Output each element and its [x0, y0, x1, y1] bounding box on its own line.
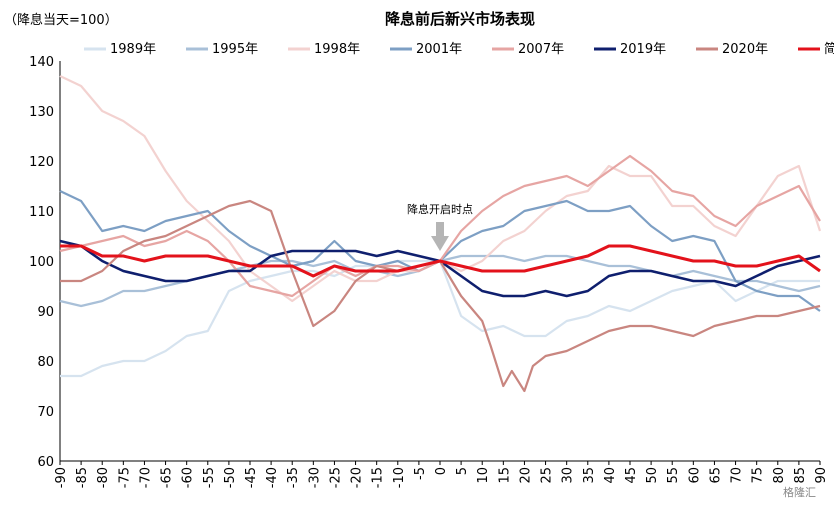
y-axis: 60 70 80 90 100 110 120 130 140: [29, 55, 61, 470]
y-tick-label: 90: [37, 305, 54, 320]
x-tick-label: 65: [708, 467, 723, 484]
unit-label: （降息当天=100）: [4, 12, 118, 28]
x-tick-label: 60: [687, 467, 702, 484]
annotation-text: 降息开启时点: [407, 202, 473, 216]
series-line: [59, 75, 822, 303]
x-tick-label: 5: [455, 467, 470, 475]
x-tick-label: -70: [138, 467, 153, 488]
legend: 1989年 1995年 1998年 2001年 2007年 2019年 2020年 简单平均: [84, 41, 834, 57]
x-tick-label: -15: [371, 467, 386, 488]
x-tick-label: -10: [392, 467, 407, 488]
legend-label: 1989年: [110, 42, 156, 57]
y-tick-label: 70: [37, 405, 54, 420]
x-tick-label: -90: [54, 467, 69, 488]
series-line: [60, 199, 821, 393]
y-tick-label: 80: [37, 355, 54, 370]
y-tick-label: 130: [29, 105, 54, 120]
legend-label: 2007年: [518, 42, 564, 57]
legend-label: 1998年: [314, 42, 360, 57]
chart-title: 降息前后新兴市场表现: [385, 10, 535, 28]
x-tick-label: 45: [624, 467, 639, 484]
x-axis: -90 -85 -80 -75 -70 -65 -60 -55 -50 -45 -40 -35 -30-…: [54, 460, 829, 488]
x-tick-label: -40: [265, 467, 280, 488]
x-tick-label: -65: [160, 467, 175, 488]
annotation: 降息开启时点: [407, 202, 473, 251]
x-tick-label: -30: [307, 467, 322, 488]
x-tick-label: -5: [413, 467, 428, 480]
x-tick-label: 30: [561, 467, 576, 484]
x-tick-label: -85: [75, 467, 90, 488]
series-lines: [59, 75, 822, 393]
x-tick-label: -20: [350, 467, 365, 488]
x-tick-label: 20: [518, 467, 533, 484]
series-line: [60, 244, 821, 278]
annotation-arrow-shaft: [436, 222, 444, 236]
y-tick-label: 120: [29, 155, 54, 170]
y-tick-label: 60: [37, 455, 54, 470]
x-tick-label: -60: [181, 467, 196, 488]
x-tick-label: -80: [96, 467, 111, 488]
legend-label: 2020年: [722, 42, 768, 57]
y-tick-label: 110: [29, 205, 54, 220]
x-tick-label: 85: [793, 467, 808, 484]
x-tick-label: -75: [117, 467, 132, 488]
legend-label: 2019年: [620, 42, 666, 57]
x-tick-label: 55: [666, 467, 681, 484]
x-tick-label: 10: [476, 467, 491, 484]
x-tick-label: 80: [772, 467, 787, 484]
x-tick-label: 35: [582, 467, 597, 484]
legend-label: 简单平均: [824, 41, 834, 57]
y-tick-label: 100: [29, 255, 54, 270]
x-tick-label: 50: [645, 467, 660, 484]
x-tick-label: 40: [603, 467, 618, 484]
x-tick-label: -35: [286, 467, 301, 488]
x-tick-label: 75: [751, 467, 766, 484]
y-tick-label: 140: [29, 55, 54, 70]
x-tick-label: -55: [202, 467, 217, 488]
x-tick-label: 0: [434, 467, 449, 475]
legend-label: 1995年: [212, 42, 258, 57]
legend-label: 2001年: [416, 42, 462, 57]
x-tick-label: 90: [814, 467, 829, 484]
x-tick-label: -25: [328, 467, 343, 488]
annotation-arrow-head: [431, 236, 449, 251]
x-tick-label: -50: [223, 467, 238, 488]
series-line: [60, 259, 820, 378]
x-tick-label: 70: [730, 467, 745, 484]
x-tick-label: 25: [540, 467, 555, 484]
x-tick-label: -45: [244, 467, 259, 488]
watermark: 格隆汇: [783, 485, 816, 499]
x-tick-label: 15: [497, 467, 512, 484]
